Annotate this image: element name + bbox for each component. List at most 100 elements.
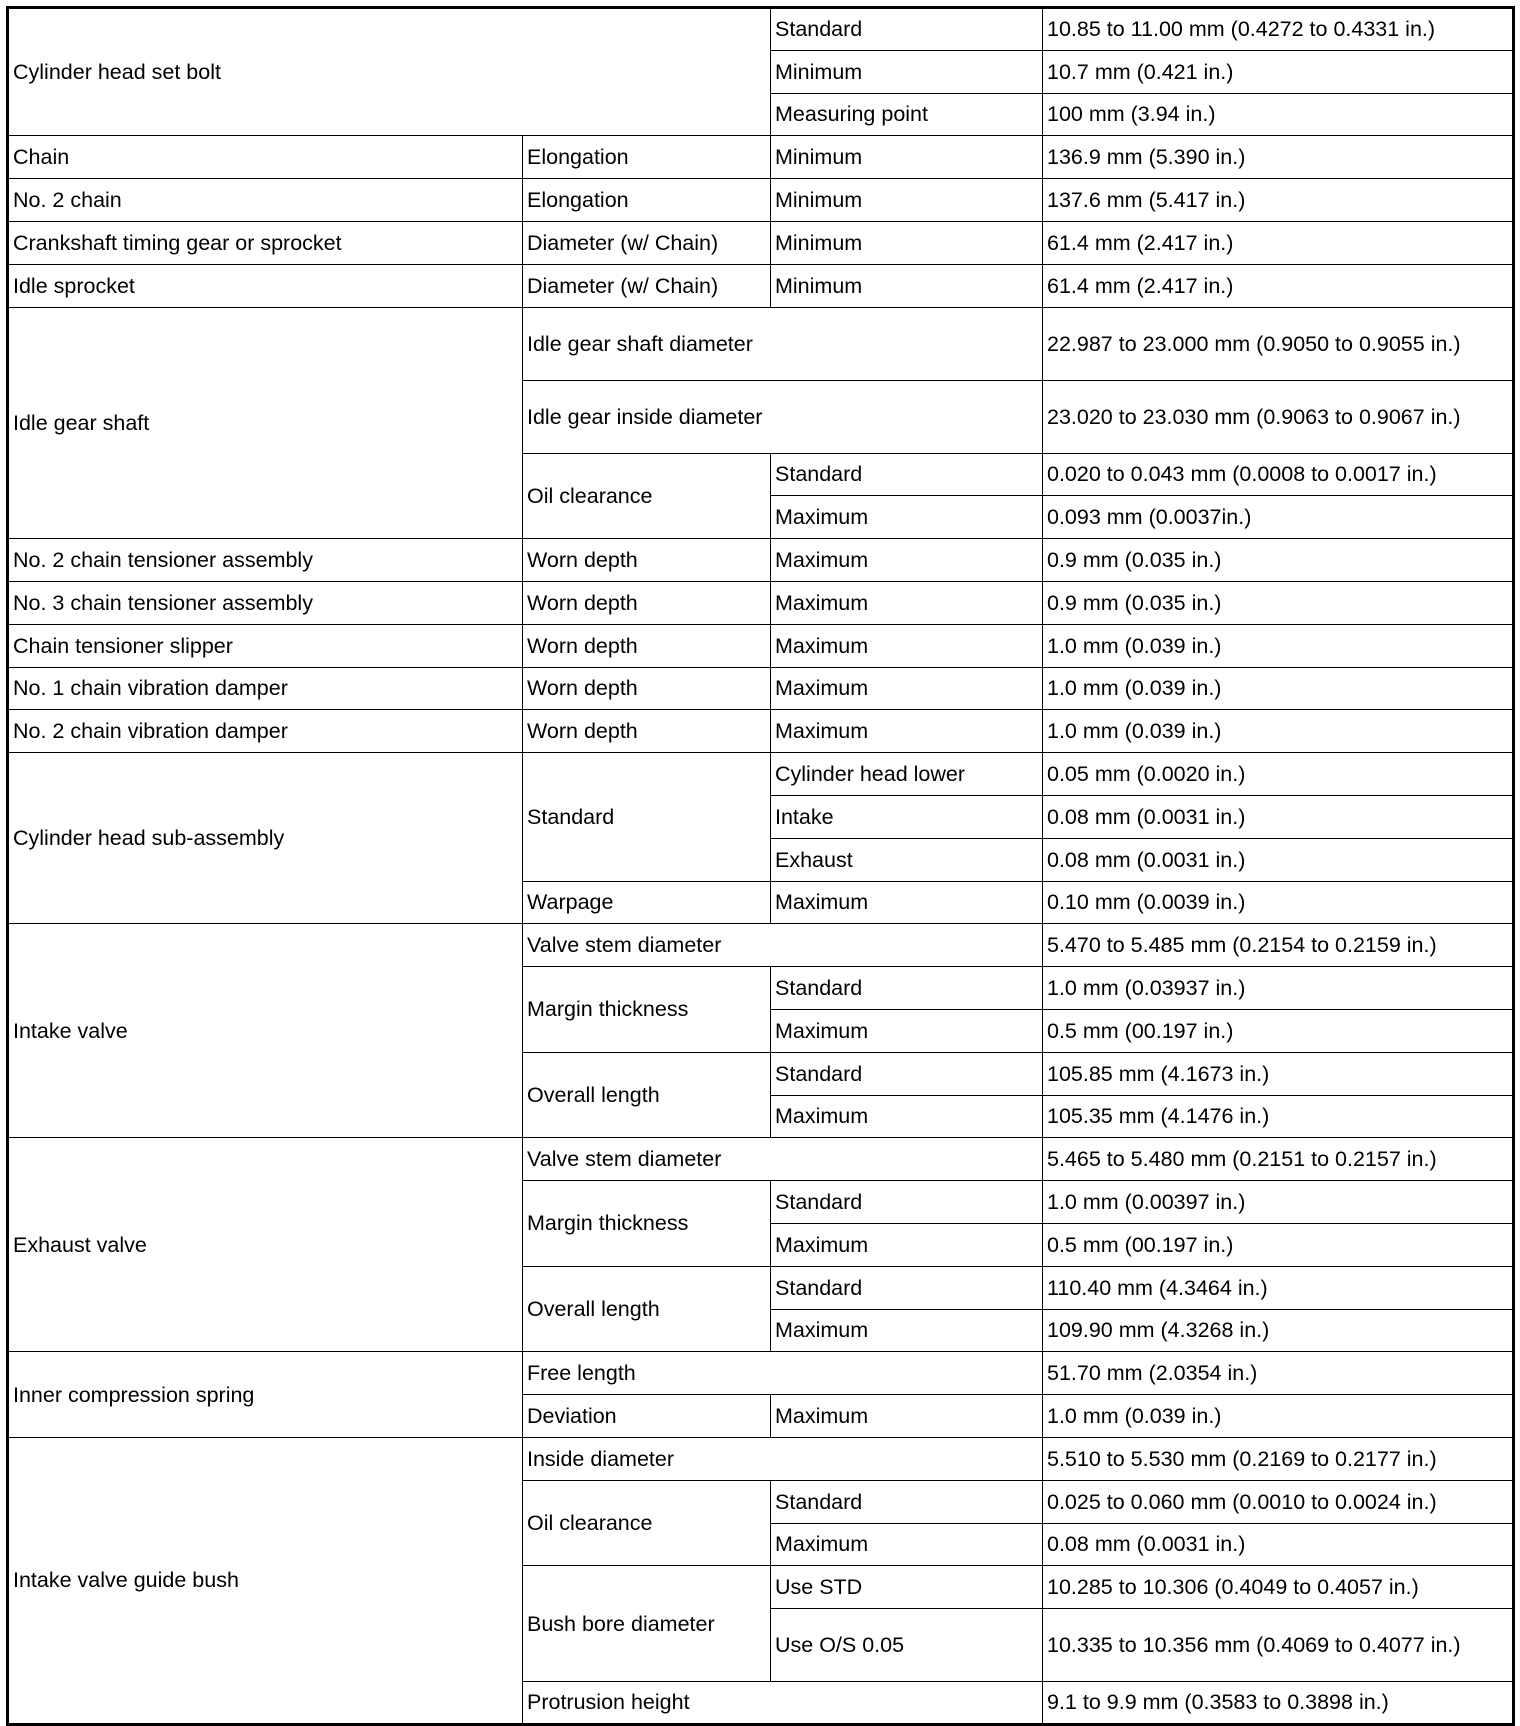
table-row: No. 1 chain vibration damper Worn depth Ma… <box>7 666 1514 711</box>
table-cell: Maximum <box>770 538 1043 582</box>
table-cell: 100 mm (3.94 in.) <box>1042 92 1514 137</box>
table-row: Oil clearance Standard 0.020 to 0.043 mm (… <box>8 452 1514 540</box>
table-cell: Maximum <box>770 1394 1043 1438</box>
table-cell: 1.0 mm (0.039 in.) <box>1042 709 1514 754</box>
table-cell: Standard <box>770 1180 1043 1224</box>
table-cell: Intake <box>770 794 1043 839</box>
table-cell: Use STD <box>770 1565 1043 1610</box>
specification-table-body: Cylinder head set bolt Standard 10.85 to 1… <box>7 6 1514 1725</box>
table-cell: Standard <box>770 1265 1043 1310</box>
table-cell: 1.0 mm (0.03937 in.) <box>1042 966 1514 1010</box>
table-row: Oil clearance Standard 0.025 to 0.060 mm (… <box>8 1479 1514 1567</box>
table-row: Chain Elongation Minimum 136.9 mm (5.390 in… <box>7 135 1514 180</box>
table-cell: 22.987 to 23.000 mm (0.9050 to 0.9055 in… <box>1042 306 1514 381</box>
table-cell: Exhaust <box>770 837 1043 882</box>
table-cell: Elongation <box>522 135 771 180</box>
table-cell: 0.10 mm (0.0039 in.) <box>1042 880 1514 925</box>
table-cell: Valve stem diameter <box>522 923 1043 968</box>
table-row: Intake valve Valve stem diameter 5.470 to … <box>7 923 1514 1139</box>
table-cell: Chain tensioner slipper <box>7 623 523 668</box>
table-cell: 10.7 mm (0.421 in.) <box>1042 49 1514 94</box>
table-cell: 110.40 mm (4.3464 in.) <box>1042 1265 1514 1310</box>
table-cell: 5.470 to 5.485 mm (0.2154 to 0.2159 in.) <box>1042 923 1514 968</box>
table-row: Overall length Standard 110.40 mm (4.3464 … <box>8 1265 1514 1353</box>
table-cell: 0.5 mm (00.197 in.) <box>1042 1008 1514 1053</box>
table-cell: Margin thickness <box>522 1180 771 1267</box>
table-cell: 10.335 to 10.356 mm (0.4069 to 0.4077 in… <box>1042 1608 1514 1683</box>
table-row: Intake 0.08 mm (0.0031 in.) <box>8 794 1514 839</box>
table-row: No. 3 chain tensioner assembly Worn depth… <box>7 580 1514 625</box>
table-cell: Worn depth <box>522 709 771 754</box>
table-cell: Minimum <box>770 220 1043 265</box>
table-cell: Inner compression spring <box>7 1351 523 1438</box>
table-cell: 0.025 to 0.060 mm (0.0010 to 0.0024 in.) <box>1042 1479 1514 1524</box>
table-cell: Maximum <box>770 1308 1043 1353</box>
table-row: Intake valve guide bush Inside diameter 5.… <box>7 1436 1514 1725</box>
table-cell: Deviation <box>522 1394 771 1438</box>
table-cell: Standard <box>770 966 1043 1010</box>
table-cell: Oil clearance <box>522 452 771 540</box>
table-cell: 105.35 mm (4.1476 in.) <box>1042 1094 1514 1139</box>
table-cell: 0.5 mm (00.197 in.) <box>1042 1222 1514 1267</box>
table-row: Warpage Maximum 0.10 mm (0.0039 in.) <box>8 880 1514 925</box>
table-cell: Standard <box>770 1479 1043 1524</box>
table-cell: 23.020 to 23.030 mm (0.9063 to 0.9067 in… <box>1042 379 1514 454</box>
table-row: Cylinder head set bolt Standard 10.85 to 1… <box>7 6 1514 137</box>
table-cell: Maximum <box>770 1008 1043 1053</box>
table-cell: Intake valve guide bush <box>7 1436 523 1725</box>
table-cell: Minimum <box>770 178 1043 222</box>
table-cell: 109.90 mm (4.3268 in.) <box>1042 1308 1514 1353</box>
table-cell: Maximum <box>770 880 1043 925</box>
table-row: Use O/S 0.05 10.335 to 10.356 mm (0.4069 … <box>8 1608 1514 1683</box>
table-row: Chain tensioner slipper Worn depth Maximum… <box>7 623 1514 668</box>
table-cell: Maximum <box>770 623 1043 668</box>
table-row: Maximum 0.5 mm (00.197 in.) <box>8 1222 1514 1267</box>
table-cell: Standard <box>770 7 1043 51</box>
table-cell: Maximum <box>770 495 1043 540</box>
table-cell: No. 2 chain vibration damper <box>7 709 523 754</box>
table-cell: Standard <box>770 1051 1043 1096</box>
table-cell: Maximum <box>770 666 1043 711</box>
table-cell: Minimum <box>770 135 1043 180</box>
table-cell: 1.0 mm (0.039 in.) <box>1042 623 1514 668</box>
table-cell: 1.0 mm (0.00397 in.) <box>1042 1180 1514 1224</box>
table-cell: Idle gear shaft <box>7 306 523 540</box>
table-cell: 1.0 mm (0.039 in.) <box>1042 1394 1514 1438</box>
table-cell: Cylinder head lower <box>770 752 1043 796</box>
table-row: Maximum 0.5 mm (00.197 in.) <box>8 1008 1514 1053</box>
table-row: Cylinder head sub-assembly Standard Cylind… <box>7 752 1514 925</box>
table-cell: Worn depth <box>522 666 771 711</box>
specification-table: Cylinder head set bolt Standard 10.85 to 1… <box>6 6 1515 1726</box>
table-cell: 9.1 to 9.9 mm (0.3583 to 0.3898 in.) <box>1042 1681 1514 1725</box>
table-cell: Exhaust valve <box>7 1137 523 1353</box>
table-cell: Maximum <box>770 580 1043 625</box>
table-cell: Minimum <box>770 263 1043 308</box>
table-cell: 0.093 mm (0.0037in.) <box>1042 495 1514 540</box>
table-row: Maximum 0.08 mm (0.0031 in.) <box>8 1522 1514 1567</box>
table-cell: Valve stem diameter <box>522 1137 1043 1182</box>
table-cell: Overall length <box>522 1051 771 1139</box>
table-row: Minimum 10.7 mm (0.421 in.) <box>8 49 1514 94</box>
table-cell: Chain <box>7 135 523 180</box>
table-cell: 0.08 mm (0.0031 in.) <box>1042 1522 1514 1567</box>
table-cell: No. 2 chain tensioner assembly <box>7 538 523 582</box>
table-row: No. 2 chain tensioner assembly Worn depth… <box>7 538 1514 582</box>
table-cell: Free length <box>522 1351 1043 1396</box>
table-cell: 5.510 to 5.530 mm (0.2169 to 0.2177 in.) <box>1042 1436 1514 1481</box>
table-cell: Margin thickness <box>522 966 771 1053</box>
table-cell: 10.285 to 10.306 (0.4049 to 0.4057 in.) <box>1042 1565 1514 1610</box>
table-cell: Maximum <box>770 1094 1043 1139</box>
table-cell: 0.020 to 0.043 mm (0.0008 to 0.0017 in.) <box>1042 452 1514 497</box>
table-row: Crankshaft timing gear or sprocket Diamet… <box>7 220 1514 265</box>
table-row: Maximum 0.093 mm (0.0037in.) <box>8 495 1514 540</box>
table-row: Exhaust valve Valve stem diameter 5.465 to… <box>7 1137 1514 1353</box>
table-cell: Oil clearance <box>522 1479 771 1567</box>
table-cell: Intake valve <box>7 923 523 1139</box>
table-cell: 51.70 mm (2.0354 in.) <box>1042 1351 1514 1396</box>
table-cell: Measuring point <box>770 92 1043 137</box>
table-cell: Idle gear inside diameter <box>522 379 1043 454</box>
table-cell: Diameter (w/ Chain) <box>522 263 771 308</box>
table-cell: No. 1 chain vibration damper <box>7 666 523 711</box>
table-cell: Overall length <box>522 1265 771 1353</box>
table-cell: 0.9 mm (0.035 in.) <box>1042 580 1514 625</box>
